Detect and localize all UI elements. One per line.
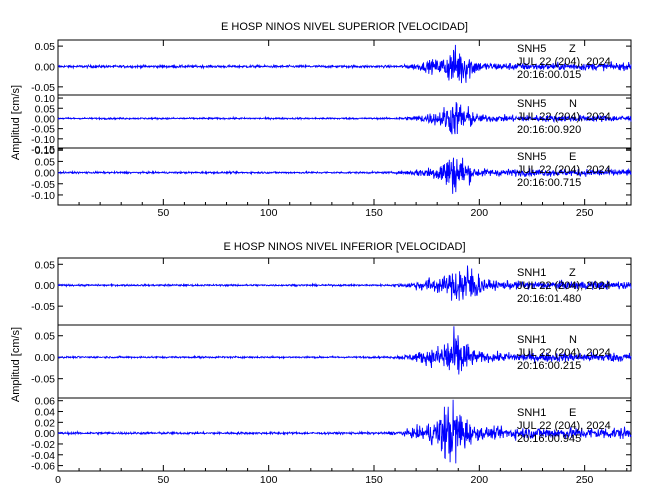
x-tick-label: 100 bbox=[260, 474, 278, 486]
station-code: SNH5 bbox=[517, 43, 546, 55]
y-tick-label: 0.05 bbox=[35, 103, 56, 115]
x-tick-label: 200 bbox=[471, 474, 489, 486]
x-tick-label: 50 bbox=[157, 207, 169, 219]
trace-date: JUL 22 (204), 2024 bbox=[517, 347, 611, 359]
y-tick-label: 0.10 bbox=[35, 145, 56, 157]
waveform-trace bbox=[57, 326, 632, 375]
y-tick-label: -0.06 bbox=[31, 461, 55, 473]
component-code: E bbox=[569, 407, 576, 419]
x-tick-label: 100 bbox=[260, 207, 278, 219]
y-tick-label: 0.05 bbox=[35, 156, 56, 168]
trace-start-time: 20:16:00.920 bbox=[517, 124, 581, 136]
y-tick-label: -0.05 bbox=[31, 301, 55, 313]
x-tick-label: 250 bbox=[576, 207, 594, 219]
y-tick-label: -0.10 bbox=[31, 134, 55, 146]
y-tick-label: 0.06 bbox=[35, 396, 56, 408]
trace-date: JUL 22 (204), 2024 bbox=[517, 56, 611, 68]
station-code: SNH5 bbox=[517, 151, 546, 163]
y-tick-label: 0.04 bbox=[35, 407, 56, 419]
trace-date: JUL 22 (204), 2024 bbox=[517, 164, 611, 176]
y-axis-label: Amplitud [cm/s] bbox=[10, 327, 22, 402]
waveform-trace bbox=[57, 265, 632, 301]
station-code: SNH5 bbox=[517, 98, 546, 110]
chart-title: E HOSP NINOS NIVEL INFERIOR [VELOCIDAD] bbox=[223, 241, 465, 253]
trace-start-time: 20:16:00.015 bbox=[517, 69, 581, 81]
component-code: E bbox=[569, 151, 576, 163]
y-tick-label: -0.05 bbox=[31, 124, 55, 136]
y-tick-label: 0.02 bbox=[35, 417, 56, 429]
trace-panel-frame bbox=[57, 397, 632, 472]
waveform-trace bbox=[57, 157, 632, 194]
x-tick-label: 50 bbox=[157, 474, 169, 486]
y-tick-label: -0.05 bbox=[31, 374, 55, 386]
x-tick-label: 150 bbox=[365, 474, 383, 486]
component-code: N bbox=[569, 334, 577, 346]
y-tick-label: 0.00 bbox=[35, 113, 56, 125]
y-tick-label: -0.10 bbox=[31, 190, 55, 202]
waveform-trace bbox=[57, 101, 632, 135]
x-tick-label: 250 bbox=[576, 474, 594, 486]
component-code: Z bbox=[569, 43, 576, 55]
station-code: SNH1 bbox=[517, 407, 546, 419]
trace-date: JUL 22 (204), 2024 bbox=[517, 420, 611, 432]
trace-start-time: 20:16:01.480 bbox=[517, 293, 581, 305]
y-tick-label: -0.02 bbox=[31, 439, 55, 451]
x-tick-label: 150 bbox=[365, 207, 383, 219]
chart-title: E HOSP NINOS NIVEL SUPERIOR [VELOCIDAD] bbox=[221, 21, 468, 33]
y-tick-label: 0.00 bbox=[35, 61, 56, 73]
y-tick-label: 0.10 bbox=[35, 93, 56, 105]
station-code: SNH1 bbox=[517, 334, 546, 346]
y-tick-label: -0.15 bbox=[31, 144, 55, 156]
trace-start-time: 20:16:00.945 bbox=[517, 433, 581, 445]
trace-start-time: 20:16:00.715 bbox=[517, 177, 581, 189]
y-tick-label: -0.05 bbox=[31, 179, 55, 191]
component-code: Z bbox=[569, 267, 576, 279]
y-tick-label: 0.00 bbox=[35, 168, 56, 180]
trace-start-time: 20:16:00.215 bbox=[517, 360, 581, 372]
y-tick-label: 0.05 bbox=[35, 259, 56, 271]
y-tick-label: -0.05 bbox=[31, 82, 55, 94]
trace-date: JUL 22 (204), 2024 bbox=[517, 280, 611, 292]
trace-date: JUL 22 (204), 2024 bbox=[517, 111, 611, 123]
y-tick-label: 0.00 bbox=[35, 428, 56, 440]
y-tick-label: 0.05 bbox=[35, 331, 56, 343]
y-tick-label: 0.05 bbox=[35, 41, 56, 53]
y-tick-label: 0.00 bbox=[35, 280, 56, 292]
y-tick-label: -0.04 bbox=[31, 450, 55, 462]
y-tick-label: 0.00 bbox=[35, 352, 56, 364]
component-code: N bbox=[569, 98, 577, 110]
waveform-trace bbox=[57, 44, 632, 84]
x-tick-label: 0 bbox=[55, 474, 61, 486]
x-tick-label: 200 bbox=[471, 207, 489, 219]
trace-panel-frame bbox=[57, 147, 632, 206]
y-axis-label: Amplitud [cm/s] bbox=[10, 85, 22, 160]
waveform-trace bbox=[57, 399, 632, 464]
station-code: SNH1 bbox=[517, 267, 546, 279]
